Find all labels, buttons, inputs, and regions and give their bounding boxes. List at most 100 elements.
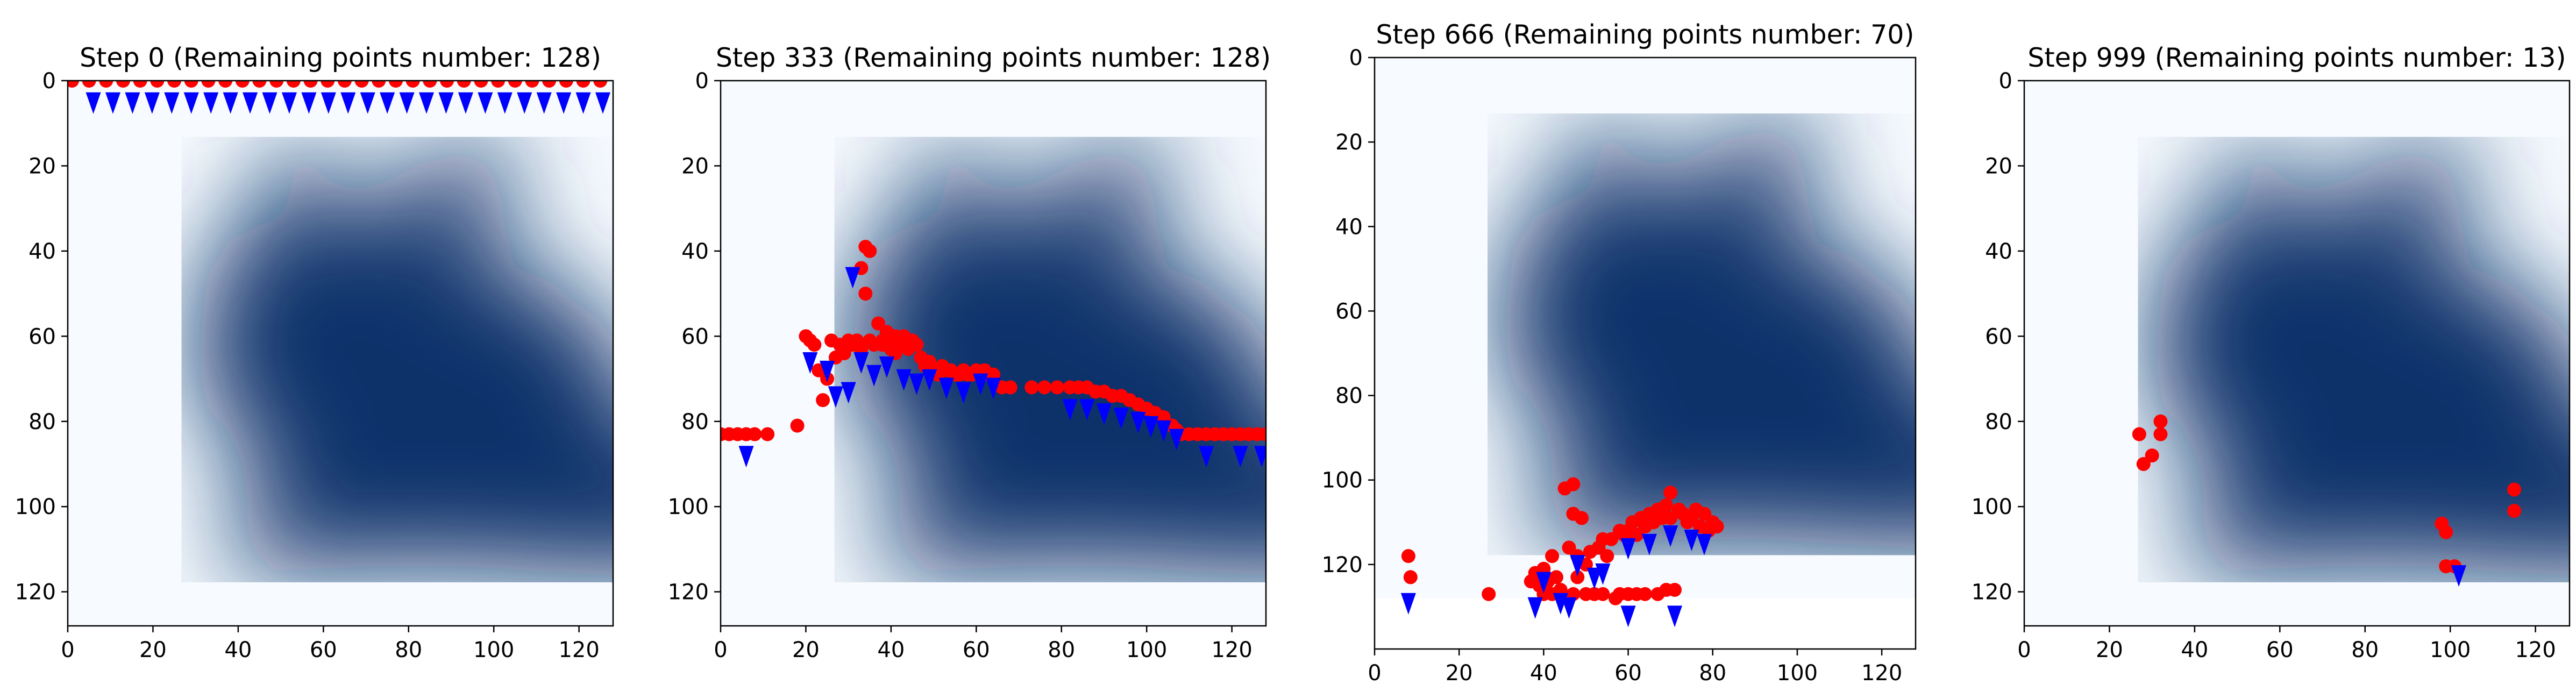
data-point (2153, 414, 2168, 429)
direction-arrow (986, 377, 1001, 400)
x-tick-label: 20 (1446, 661, 1473, 686)
direction-arrow (1233, 446, 1248, 468)
direction-arrow (738, 446, 754, 468)
y-tick-label: 60 (29, 324, 56, 349)
data-point (2136, 457, 2151, 471)
chart-panel-2: 0 20 40 60 80 100 120 0 20 40 60 80 100 120 Step 333 (… (668, 42, 1271, 662)
direction-arrow (243, 92, 258, 114)
direction-arrow (2451, 565, 2467, 587)
x-tick-label: 60 (310, 638, 337, 662)
chart-title: Step 0 (Remaining points number: 128) (80, 42, 601, 73)
data-point (508, 81, 522, 88)
direction-arrow (938, 377, 954, 400)
data-point (2439, 525, 2453, 539)
y-tick-label: 20 (681, 154, 709, 179)
direction-arrow (380, 92, 395, 114)
y-tick-label: 0 (42, 69, 56, 94)
y-tick-label: 40 (29, 239, 56, 264)
data-point (1545, 549, 1560, 564)
direction-arrow (497, 92, 513, 114)
x-tick-label: 60 (1614, 661, 1642, 686)
x-tick-label: 40 (1530, 661, 1557, 686)
direction-arrow (1156, 420, 1171, 442)
direction-arrow (399, 92, 415, 114)
data-point (1638, 587, 1652, 601)
direction-arrow (360, 92, 375, 114)
data-point (871, 316, 886, 331)
data-point (542, 81, 557, 88)
direction-arrow (458, 92, 473, 114)
x-tick-label: 40 (2181, 638, 2208, 662)
data-point (1401, 549, 1415, 564)
direction-arrow (820, 360, 835, 382)
direction-arrow (86, 92, 101, 114)
x-tick-label: 120 (558, 638, 599, 662)
data-point (372, 81, 386, 88)
x-tick-label: 20 (792, 638, 820, 662)
axes-frame (1374, 56, 1917, 650)
data-point (1659, 498, 1674, 512)
y-tick-label: 0 (1349, 46, 1363, 70)
data-point (1604, 532, 1619, 546)
series-1 (1401, 477, 1724, 605)
direction-arrow (595, 92, 610, 114)
y-tick-label: 20 (29, 154, 56, 179)
heatmap-background (1375, 58, 1916, 598)
x-tick-label: 40 (877, 638, 905, 662)
data-point (593, 81, 608, 88)
direction-arrow (866, 365, 882, 387)
data-point (2145, 448, 2159, 463)
data-point (559, 81, 573, 88)
data-point (1037, 380, 1052, 395)
data-point (1482, 587, 1496, 601)
direction-arrow (1684, 530, 1699, 551)
direction-arrow (575, 92, 591, 114)
data-point (405, 81, 420, 88)
data-point (133, 81, 147, 88)
data-point (269, 81, 284, 88)
direction-arrow (1527, 597, 1543, 619)
data-point (321, 81, 335, 88)
x-tick-label: 20 (2096, 638, 2123, 662)
y-tick-label: 80 (1335, 384, 1363, 409)
data-point (1668, 583, 1682, 597)
data-point (1596, 587, 1610, 601)
direction-arrow (536, 92, 552, 114)
direction-arrow (183, 92, 199, 114)
direction-arrow (1254, 446, 1266, 468)
x-tick-label: 120 (1861, 661, 1902, 686)
data-point (1710, 519, 1724, 534)
data-point (863, 244, 877, 258)
y-tick-label: 80 (1985, 410, 2012, 434)
data-point (235, 81, 250, 88)
direction-arrow (956, 382, 971, 404)
direction-arrow (1536, 572, 1552, 594)
direction-arrow (223, 92, 238, 114)
series-2 (2451, 565, 2467, 587)
direction-arrow (478, 92, 493, 114)
data-point (1697, 507, 1712, 521)
data-point (303, 81, 318, 88)
data-point (423, 81, 437, 88)
direction-arrow (1400, 593, 1416, 615)
data-point (218, 81, 233, 88)
x-tick-label: 80 (1048, 638, 1075, 662)
direction-arrow (419, 92, 435, 114)
data-point (337, 81, 352, 88)
x-tick-label: 40 (224, 638, 252, 662)
y-tick-label: 100 (668, 495, 709, 519)
data-point (491, 81, 506, 88)
y-tick-label: 120 (668, 580, 709, 605)
heatmap-background (68, 81, 613, 626)
data-point (1663, 486, 1678, 500)
y-tick-label: 60 (1985, 324, 2012, 349)
direction-arrow (517, 92, 532, 114)
data-point (909, 338, 924, 352)
data-point (1566, 477, 1581, 491)
data-point (68, 81, 79, 88)
direction-arrow (1697, 533, 1712, 555)
data-point (760, 427, 775, 441)
data-point (2132, 427, 2146, 441)
x-tick-label: 100 (1126, 638, 1167, 662)
direction-arrow (438, 92, 454, 114)
